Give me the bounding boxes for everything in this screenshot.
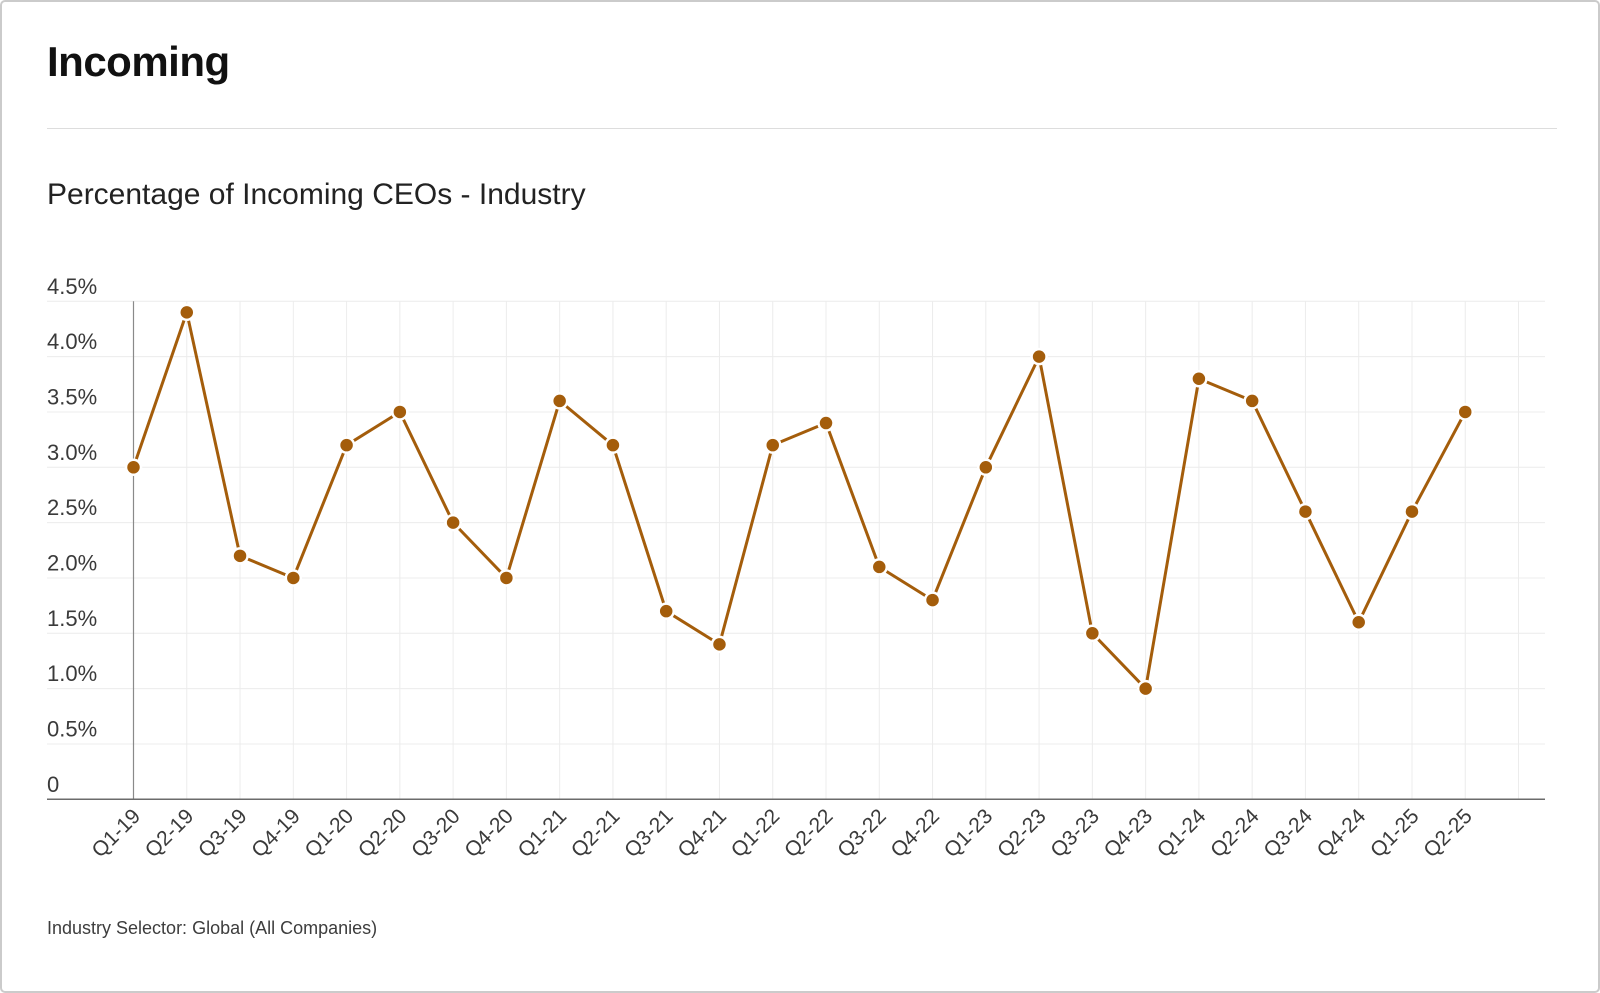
chart-title: Percentage of Incoming CEOs - Industry — [47, 178, 586, 211]
data-point[interactable] — [977, 458, 995, 477]
x-tick-label: Q2-23 — [993, 805, 1051, 863]
data-point[interactable] — [284, 569, 303, 587]
x-tick-label: Q4-22 — [887, 805, 945, 863]
x-tick-label: Q1-23 — [940, 805, 998, 863]
x-tick-label: Q1-19 — [87, 805, 145, 863]
data-point[interactable] — [444, 513, 462, 532]
y-tick-label: 1.0% — [47, 661, 97, 686]
x-tick-label: Q3-22 — [833, 805, 891, 863]
y-tick-label: 0 — [47, 772, 59, 797]
y-tick-label: 2.5% — [47, 495, 97, 520]
data-point[interactable] — [657, 602, 675, 620]
x-tick-label: Q3-19 — [194, 805, 252, 863]
data-point[interactable] — [710, 635, 729, 654]
x-tick-label: Q4-20 — [460, 805, 518, 863]
data-point[interactable] — [231, 547, 249, 565]
x-tick-label: Q2-21 — [567, 805, 625, 863]
x-tick-label: Q1-20 — [301, 805, 359, 863]
series-line — [132, 310, 1467, 691]
data-point[interactable] — [923, 591, 942, 609]
x-tick-label: Q2-20 — [354, 805, 412, 863]
header-divider — [47, 128, 1557, 129]
data-point[interactable] — [1136, 679, 1155, 698]
data-point[interactable] — [550, 392, 569, 410]
y-tick-label: 3.0% — [47, 440, 97, 465]
data-point[interactable] — [124, 458, 143, 477]
data-point[interactable] — [1083, 624, 1102, 643]
x-tick-label: Q2-25 — [1419, 805, 1477, 863]
y-tick-label: 4.0% — [47, 329, 97, 354]
x-tick-label: Q4-23 — [1100, 805, 1158, 863]
x-tick-label: Q3-24 — [1259, 804, 1317, 862]
y-tick-label: 2.0% — [47, 550, 97, 575]
data-point[interactable] — [763, 436, 782, 454]
x-tick-label: Q1-22 — [727, 805, 785, 863]
x-tick-label: Q4-24 — [1313, 804, 1371, 862]
x-tick-label: Q3-23 — [1046, 805, 1104, 863]
data-point[interactable] — [1349, 613, 1368, 631]
data-point[interactable] — [337, 436, 356, 454]
data-point[interactable] — [817, 414, 835, 432]
x-tick-label: Q1-24 — [1153, 804, 1211, 862]
data-point[interactable] — [497, 569, 516, 587]
data-point[interactable] — [1296, 502, 1315, 521]
x-tick-label: Q3-21 — [620, 805, 678, 863]
x-tick-label: Q2-19 — [141, 805, 199, 863]
data-point[interactable] — [391, 403, 409, 421]
y-tick-label: 1.5% — [47, 606, 97, 631]
x-tick-label: Q4-21 — [673, 805, 731, 863]
x-tick-label: Q2-22 — [780, 805, 838, 863]
x-tick-label: Q4-19 — [247, 805, 305, 863]
y-tick-label: 4.5% — [47, 274, 97, 299]
x-tick-label: Q3-20 — [407, 805, 465, 863]
data-point[interactable] — [1190, 370, 1208, 388]
data-point[interactable] — [604, 436, 622, 454]
x-tick-label: Q1-21 — [514, 805, 572, 863]
x-tick-label: Q2-24 — [1206, 804, 1264, 862]
data-point[interactable] — [1456, 403, 1474, 421]
y-tick-label: 0.5% — [47, 716, 97, 741]
data-point[interactable] — [1403, 502, 1421, 521]
data-point[interactable] — [178, 303, 196, 322]
data-point[interactable] — [1243, 392, 1261, 410]
y-tick-label: 3.5% — [47, 384, 97, 409]
x-tick-label: Q1-25 — [1366, 805, 1424, 863]
page-title: Incoming — [47, 38, 230, 85]
data-point[interactable] — [870, 558, 889, 576]
industry-selector-label: Industry Selector: Global (All Companies… — [47, 918, 378, 938]
data-point[interactable] — [1030, 347, 1048, 366]
